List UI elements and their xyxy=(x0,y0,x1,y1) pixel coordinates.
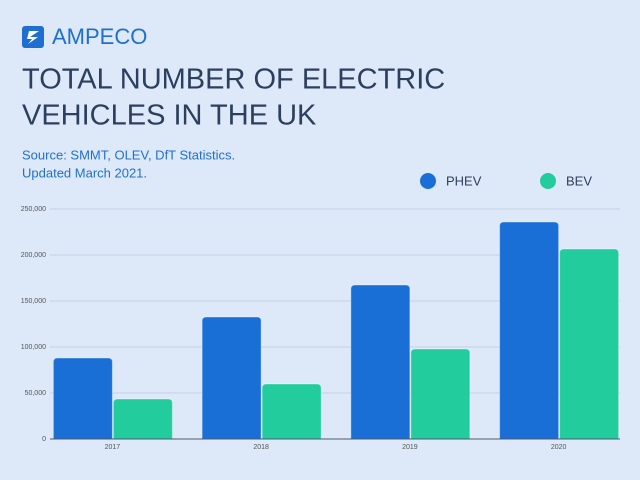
x-tick-label: 2017 xyxy=(105,444,121,451)
brand: AMPECO xyxy=(52,24,147,49)
y-tick-label: 150,000 xyxy=(21,298,46,305)
legend-label: BEV xyxy=(566,173,592,188)
x-tick-label: 2018 xyxy=(253,444,269,451)
x-tick-label: 2019 xyxy=(402,444,418,451)
chart-title: TOTAL NUMBER OF ELECTRIC xyxy=(22,64,445,96)
legend-marker xyxy=(540,173,556,189)
logo-icon xyxy=(22,26,44,48)
bar xyxy=(499,221,560,440)
bar xyxy=(559,248,620,440)
bar xyxy=(261,383,322,440)
bar xyxy=(201,316,262,440)
subtitle: Updated March 2021. xyxy=(22,165,147,180)
subtitle: Source: SMMT, OLEV, DfT Statistics. xyxy=(22,147,235,162)
y-tick-label: 50,000 xyxy=(25,390,47,397)
legend-label: PHEV xyxy=(446,173,482,188)
y-tick-label: 0 xyxy=(42,436,46,443)
bar xyxy=(350,284,411,440)
y-tick-label: 100,000 xyxy=(21,344,46,351)
x-tick-label: 2020 xyxy=(551,444,567,451)
legend-marker xyxy=(420,173,436,189)
y-tick-label: 200,000 xyxy=(21,252,46,259)
y-tick-label: 250,000 xyxy=(21,206,46,213)
bar xyxy=(52,357,113,440)
bar xyxy=(112,398,173,440)
chart-title: VEHICLES IN THE UK xyxy=(22,100,317,132)
bar xyxy=(410,348,471,440)
